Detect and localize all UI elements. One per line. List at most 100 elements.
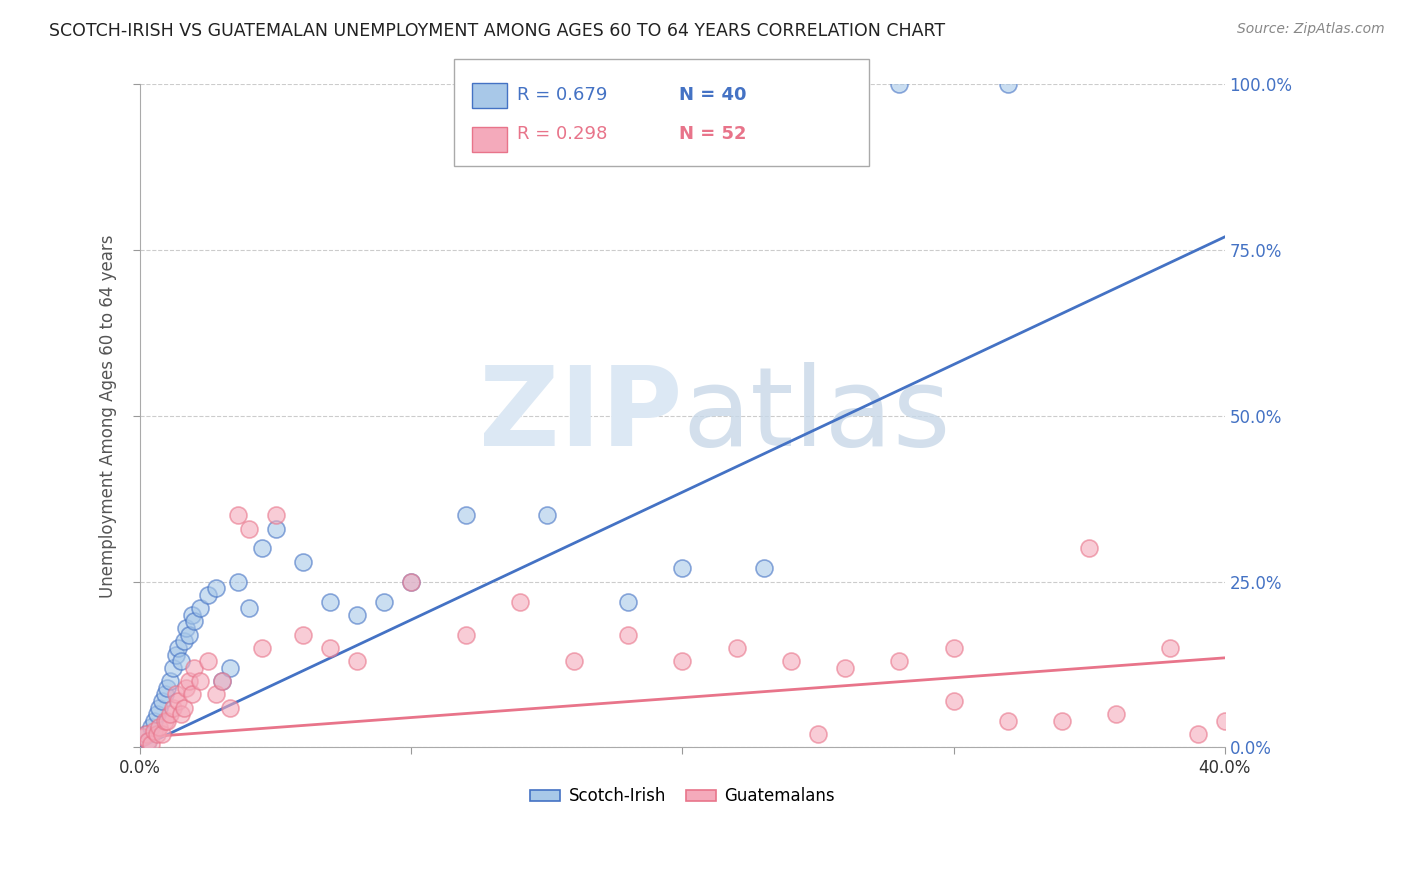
- Point: [1078, 541, 1101, 556]
- Point: [346, 607, 368, 622]
- Point: [188, 601, 211, 615]
- Point: [617, 627, 640, 641]
- Point: [197, 588, 219, 602]
- Point: [319, 594, 342, 608]
- Point: [142, 714, 165, 728]
- Point: [176, 621, 198, 635]
- Point: [889, 78, 911, 92]
- Point: [346, 654, 368, 668]
- Point: [183, 615, 205, 629]
- Point: [167, 640, 190, 655]
- Point: [139, 737, 162, 751]
- Point: [159, 707, 181, 722]
- Point: [252, 541, 274, 556]
- Point: [211, 674, 233, 689]
- Point: [264, 508, 287, 523]
- Point: [401, 574, 423, 589]
- Point: [188, 674, 211, 689]
- Point: [218, 700, 240, 714]
- Point: [173, 700, 195, 714]
- Point: [454, 508, 477, 523]
- Point: [180, 607, 202, 622]
- Point: [148, 721, 170, 735]
- Point: [752, 561, 775, 575]
- Text: N = 52: N = 52: [679, 125, 747, 143]
- Point: [1187, 727, 1209, 741]
- Point: [135, 727, 157, 741]
- Text: R = 0.679: R = 0.679: [517, 86, 607, 104]
- Point: [132, 731, 155, 745]
- Point: [264, 522, 287, 536]
- Point: [226, 574, 249, 589]
- Point: [138, 733, 160, 747]
- Point: [156, 714, 179, 728]
- Point: [183, 661, 205, 675]
- Point: [401, 574, 423, 589]
- Text: N = 40: N = 40: [679, 86, 747, 104]
- Point: [165, 648, 187, 662]
- Text: ZIP: ZIP: [479, 362, 682, 469]
- Point: [173, 634, 195, 648]
- Point: [205, 581, 228, 595]
- Point: [889, 654, 911, 668]
- Point: [373, 594, 395, 608]
- Point: [1050, 714, 1073, 728]
- Point: [536, 508, 558, 523]
- Point: [725, 640, 748, 655]
- Point: [671, 561, 693, 575]
- Point: [165, 687, 187, 701]
- Point: [170, 707, 193, 722]
- Point: [562, 654, 585, 668]
- Point: [145, 727, 167, 741]
- Y-axis label: Unemployment Among Ages 60 to 64 years: Unemployment Among Ages 60 to 64 years: [100, 234, 117, 598]
- Point: [780, 654, 803, 668]
- Point: [162, 661, 184, 675]
- Point: [319, 640, 342, 655]
- Point: [997, 714, 1019, 728]
- Point: [226, 508, 249, 523]
- Point: [176, 681, 198, 695]
- Point: [145, 707, 167, 722]
- Point: [162, 700, 184, 714]
- Point: [138, 733, 160, 747]
- Point: [252, 640, 274, 655]
- Point: [238, 601, 260, 615]
- Point: [205, 687, 228, 701]
- Point: [291, 627, 314, 641]
- Point: [238, 522, 260, 536]
- Point: [671, 654, 693, 668]
- Point: [291, 555, 314, 569]
- Point: [197, 654, 219, 668]
- Text: Source: ZipAtlas.com: Source: ZipAtlas.com: [1237, 22, 1385, 37]
- Legend: Scotch-Irish, Guatemalans: Scotch-Irish, Guatemalans: [523, 780, 842, 812]
- Point: [135, 727, 157, 741]
- Point: [177, 674, 200, 689]
- Point: [997, 78, 1019, 92]
- Point: [1160, 640, 1182, 655]
- Point: [177, 627, 200, 641]
- Point: [211, 674, 233, 689]
- Point: [509, 594, 531, 608]
- Point: [180, 687, 202, 701]
- Point: [153, 687, 176, 701]
- Point: [834, 661, 856, 675]
- Point: [150, 694, 173, 708]
- Point: [148, 700, 170, 714]
- Point: [1213, 714, 1236, 728]
- Text: R = 0.298: R = 0.298: [517, 125, 607, 143]
- Point: [142, 723, 165, 738]
- Point: [454, 627, 477, 641]
- Point: [807, 727, 830, 741]
- Point: [150, 727, 173, 741]
- Text: atlas: atlas: [682, 362, 950, 469]
- Point: [139, 721, 162, 735]
- Point: [617, 594, 640, 608]
- Point: [170, 654, 193, 668]
- Point: [156, 681, 179, 695]
- Point: [159, 674, 181, 689]
- Point: [218, 661, 240, 675]
- Point: [167, 694, 190, 708]
- Point: [1105, 707, 1128, 722]
- Text: SCOTCH-IRISH VS GUATEMALAN UNEMPLOYMENT AMONG AGES 60 TO 64 YEARS CORRELATION CH: SCOTCH-IRISH VS GUATEMALAN UNEMPLOYMENT …: [49, 22, 945, 40]
- Point: [942, 694, 965, 708]
